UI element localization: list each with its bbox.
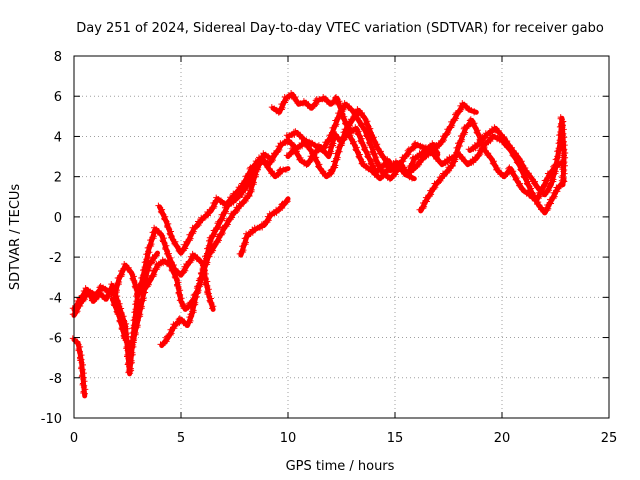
y-axis-title: SDTVAR / TECUs xyxy=(8,184,23,291)
y-tick-label: 4 xyxy=(54,130,62,145)
chart-title: Day 251 of 2024, Sidereal Day-to-day VTE… xyxy=(76,21,604,36)
x-tick-label: 20 xyxy=(494,431,511,446)
series-markers xyxy=(236,198,291,257)
y-tick-label: -4 xyxy=(49,291,62,306)
series-markers xyxy=(69,224,217,318)
y-axis: -10 -8 -6 -4 -2 0 2 4 6 8 xyxy=(41,50,609,427)
grid xyxy=(74,56,609,418)
y-tick-label: 0 xyxy=(54,211,62,226)
series-trace-11 xyxy=(416,116,565,214)
series-trace-3 xyxy=(69,224,217,318)
series-trace-4 xyxy=(108,154,291,349)
y-tick-label: -2 xyxy=(49,251,62,266)
series-markers xyxy=(157,150,274,348)
x-tick-label: 5 xyxy=(177,431,185,446)
y-tick-label: -10 xyxy=(41,412,62,427)
y-tick-label: 8 xyxy=(54,50,62,65)
series-markers xyxy=(283,100,478,179)
series-markers xyxy=(155,128,415,256)
y-tick-label: 2 xyxy=(54,171,62,186)
series-trace-8 xyxy=(268,90,441,178)
series-trace-2 xyxy=(69,335,89,399)
series-markers xyxy=(69,335,89,397)
y-tick-label: -8 xyxy=(49,372,62,387)
series-trace-12 xyxy=(465,114,569,198)
series-layer xyxy=(69,90,569,399)
series-markers xyxy=(465,114,569,197)
x-axis-title: GPS time / hours xyxy=(286,459,395,474)
x-tick-label: 15 xyxy=(387,431,404,446)
plot-frame xyxy=(73,55,610,419)
x-tick-label: 25 xyxy=(601,431,618,446)
series-trace-9 xyxy=(283,100,479,180)
series-markers xyxy=(416,116,565,213)
series-trace-5 xyxy=(155,128,417,256)
series-trace-7 xyxy=(236,196,291,258)
x-tick-label: 0 xyxy=(70,431,78,446)
series-line xyxy=(157,129,417,256)
y-tick-label: 6 xyxy=(54,90,62,105)
x-tick-label: 10 xyxy=(280,431,297,446)
x-axis: 0 5 10 15 20 25 xyxy=(70,56,617,446)
series-markers xyxy=(108,154,289,348)
series-trace-6 xyxy=(157,150,274,349)
y-tick-label: -6 xyxy=(49,332,62,347)
